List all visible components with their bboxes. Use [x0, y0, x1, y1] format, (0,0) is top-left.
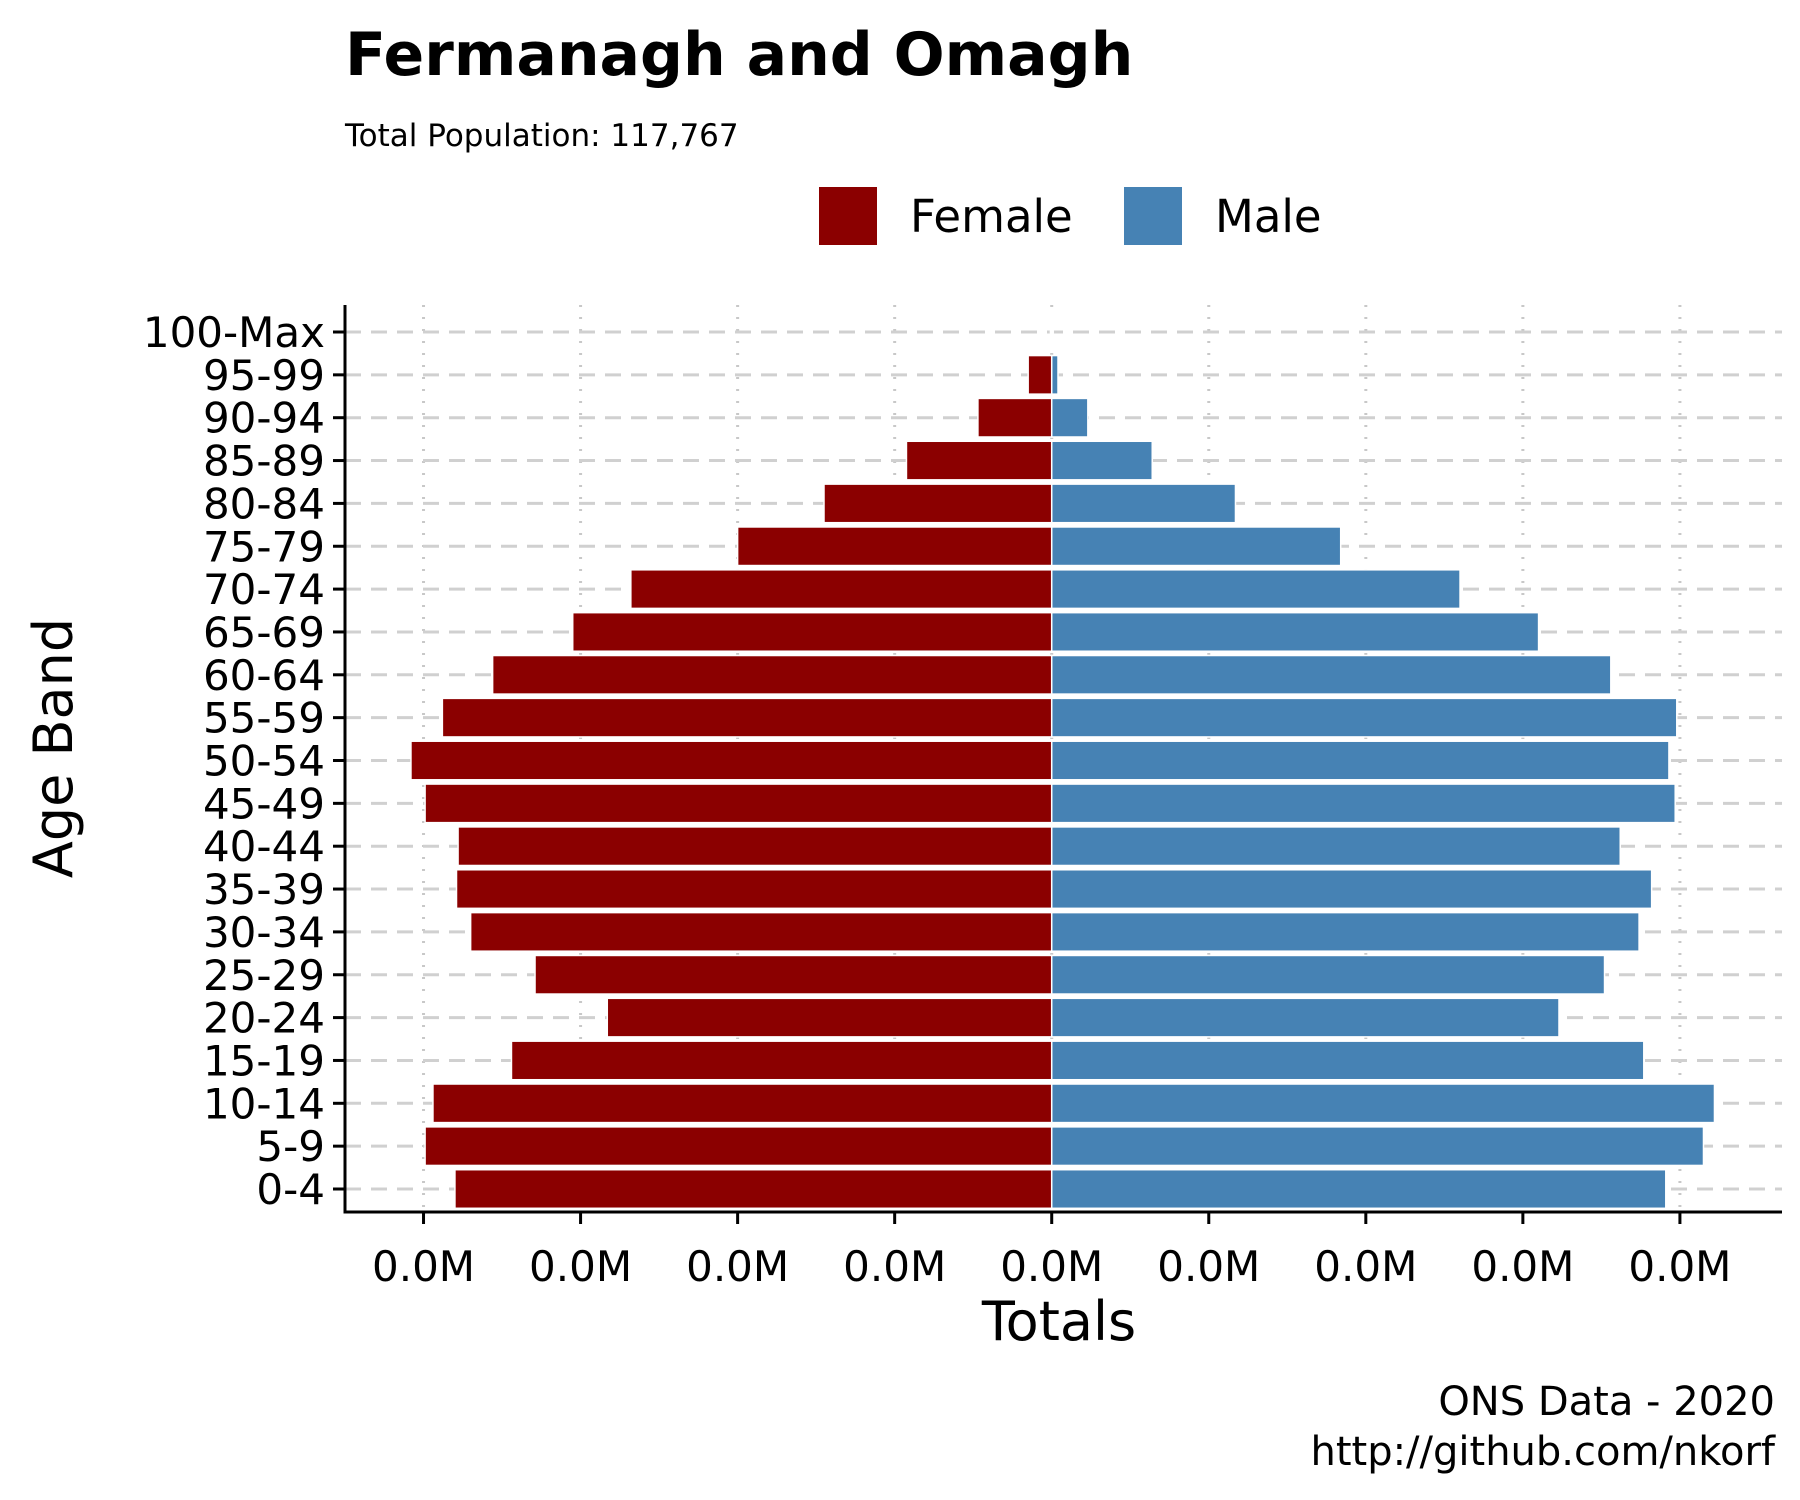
y-tick-label: 45-49 [203, 779, 325, 828]
y-tick-labels: 0-45-910-1415-1920-2425-2930-3435-3940-4… [143, 308, 325, 1214]
bar-male [1050, 826, 1621, 867]
bar-male [1050, 311, 1054, 353]
bar-female [977, 397, 1053, 438]
bar-female [454, 1168, 1053, 1210]
bar-male [1050, 911, 1640, 952]
x-tick-label: 0.0M [529, 1242, 632, 1291]
bar-male [1050, 654, 1612, 695]
y-tick-label: 90-94 [203, 394, 325, 443]
x-tick-label: 0.0M [843, 1242, 946, 1291]
bar-male [1050, 483, 1237, 524]
x-tick-labels: 0.0M 0.0M 0.0M 0.0M 0.0M 0.0M 0.0M 0.0M 0.0M [372, 1242, 1731, 1291]
y-axis-title: Age Band [22, 618, 85, 878]
legend-female-swatch [819, 187, 877, 245]
bar-male [1050, 954, 1606, 995]
bar-female [432, 1083, 1053, 1124]
y-tick-label: 95-99 [203, 351, 325, 400]
bar-male [1050, 740, 1670, 781]
y-tick-label: 80-84 [203, 479, 325, 528]
y-tick-label: 70-74 [203, 565, 325, 614]
bar-female [491, 654, 1053, 695]
bar-female [606, 997, 1053, 1038]
y-tick-label: 20-24 [203, 994, 325, 1043]
legend-female-label: Female [910, 190, 1073, 243]
bar-female [630, 569, 1053, 610]
bar-male [1050, 1126, 1705, 1167]
x-tick-label: 0.0M [1471, 1242, 1574, 1291]
x-tick-label: 0.0M [372, 1242, 475, 1291]
bar-male [1050, 611, 1540, 652]
bar-female [410, 740, 1053, 781]
bar-female [905, 440, 1053, 481]
bar-female [455, 869, 1053, 910]
chart-title: Fermanagh and Omagh [345, 20, 1133, 90]
bar-female [1027, 354, 1053, 395]
y-tick-label: 60-64 [203, 651, 325, 700]
y-tick-label: 25-29 [203, 951, 325, 1000]
caption-source: ONS Data - 2020 [1438, 1379, 1775, 1425]
bar-female [823, 483, 1053, 524]
bar-male [1050, 526, 1342, 567]
y-tick-label: 85-89 [203, 437, 325, 486]
x-tick-label: 0.0M [1314, 1242, 1417, 1291]
x-axis-title: Totals [981, 1290, 1136, 1353]
bar-female [441, 697, 1053, 738]
bar-male [1050, 440, 1153, 481]
y-tick-label: 10-14 [203, 1079, 325, 1128]
bar-male [1050, 1040, 1645, 1081]
x-tick-label: 0.0M [1157, 1242, 1260, 1291]
bar-male [1050, 1083, 1716, 1124]
bar-male [1050, 354, 1059, 395]
bar-male [1050, 569, 1461, 610]
bar-female [534, 954, 1053, 995]
y-tick-label: 0-4 [256, 1165, 325, 1214]
bar-male [1050, 783, 1676, 824]
x-tick-label: 0.0M [686, 1242, 789, 1291]
bar-male [1050, 397, 1089, 438]
axes [333, 305, 1782, 1224]
bar-female [469, 911, 1053, 952]
bar-female [571, 611, 1053, 652]
bar-male [1050, 697, 1678, 738]
chart-subtitle: Total Population: 117,767 [344, 118, 739, 154]
y-tick-label: 55-59 [203, 694, 325, 743]
legend: Female Male [819, 187, 1322, 245]
y-tick-label: 35-39 [203, 865, 325, 914]
x-tick-label: 0.0M [1000, 1242, 1103, 1291]
bar-female [424, 783, 1053, 824]
bar-female [510, 1040, 1053, 1081]
y-tick-label: 75-79 [203, 522, 325, 571]
y-tick-label: 65-69 [203, 608, 325, 657]
bar-male [1050, 997, 1560, 1038]
legend-male-swatch [1124, 187, 1182, 245]
bar-female [457, 826, 1053, 867]
x-tick-label: 0.0M [1628, 1242, 1731, 1291]
y-tick-label: 5-9 [256, 1122, 325, 1171]
bars [410, 311, 1716, 1210]
bar-male [1050, 1168, 1667, 1210]
y-tick-label: 40-44 [203, 822, 325, 871]
caption-url: http://github.com/nkorf [1310, 1429, 1775, 1475]
bar-female [736, 526, 1053, 567]
bar-female [424, 1126, 1053, 1167]
y-tick-label: 30-34 [203, 908, 325, 957]
legend-male-label: Male [1215, 190, 1322, 243]
y-tick-label: 15-19 [203, 1036, 325, 1085]
y-tick-label: 100-Max [143, 308, 325, 357]
y-tick-label: 50-54 [203, 737, 325, 786]
bar-male [1050, 869, 1653, 910]
